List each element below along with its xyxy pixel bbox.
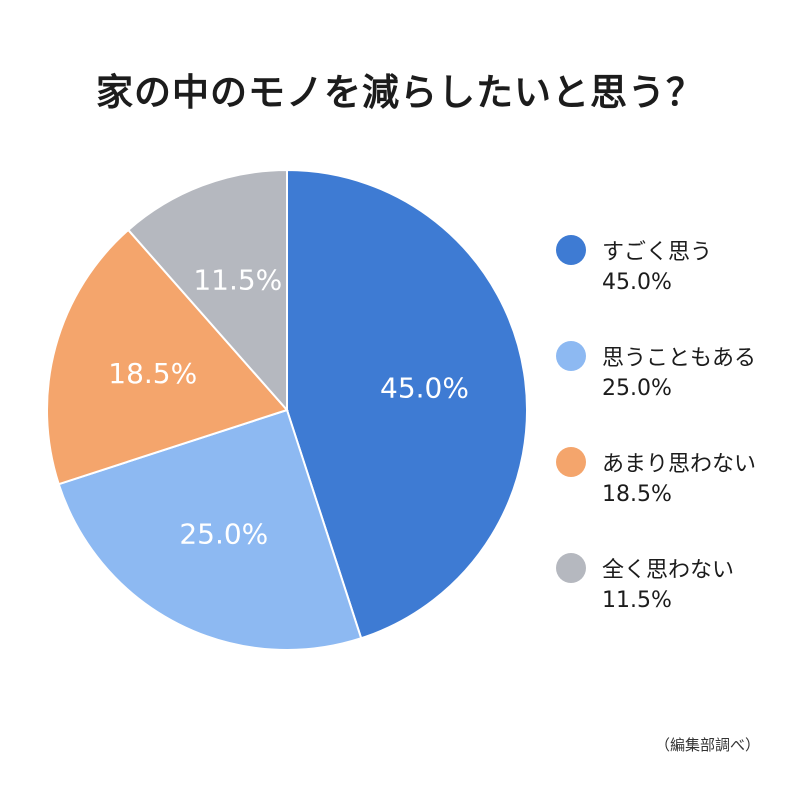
- legend-swatch: [556, 553, 586, 583]
- legend-label: すごく思う: [602, 240, 713, 265]
- legend-swatch: [556, 235, 586, 265]
- legend-swatch: [556, 447, 586, 477]
- slice-label-rarely: 18.5%: [108, 357, 197, 390]
- legend-value: 45.0%: [602, 270, 672, 295]
- slice-label-never: 11.5%: [193, 263, 282, 296]
- slice-label-strongly-agree: 45.0%: [380, 372, 469, 405]
- pie-slice-strongly-agree: [286, 168, 528, 640]
- chart-title: 家の中のモノを減らしたいと思う？: [96, 71, 704, 114]
- source-note: （編集部調べ）: [654, 736, 760, 754]
- legend-swatch: [556, 341, 586, 371]
- legend-label: 全く思わない: [602, 558, 735, 583]
- pie-slice-never: [126, 168, 288, 413]
- legend-label: 思うこともある: [602, 346, 757, 371]
- slice-label-sometimes: 25.0%: [179, 518, 268, 551]
- legend-value: 18.5%: [602, 482, 672, 507]
- pie-slice-rarely: [46, 228, 289, 486]
- legend-value: 25.0%: [602, 376, 672, 401]
- legend-value: 11.5%: [602, 588, 672, 613]
- legend-label: あまり思わない: [602, 452, 757, 477]
- pie-slice-sometimes: [57, 408, 363, 652]
